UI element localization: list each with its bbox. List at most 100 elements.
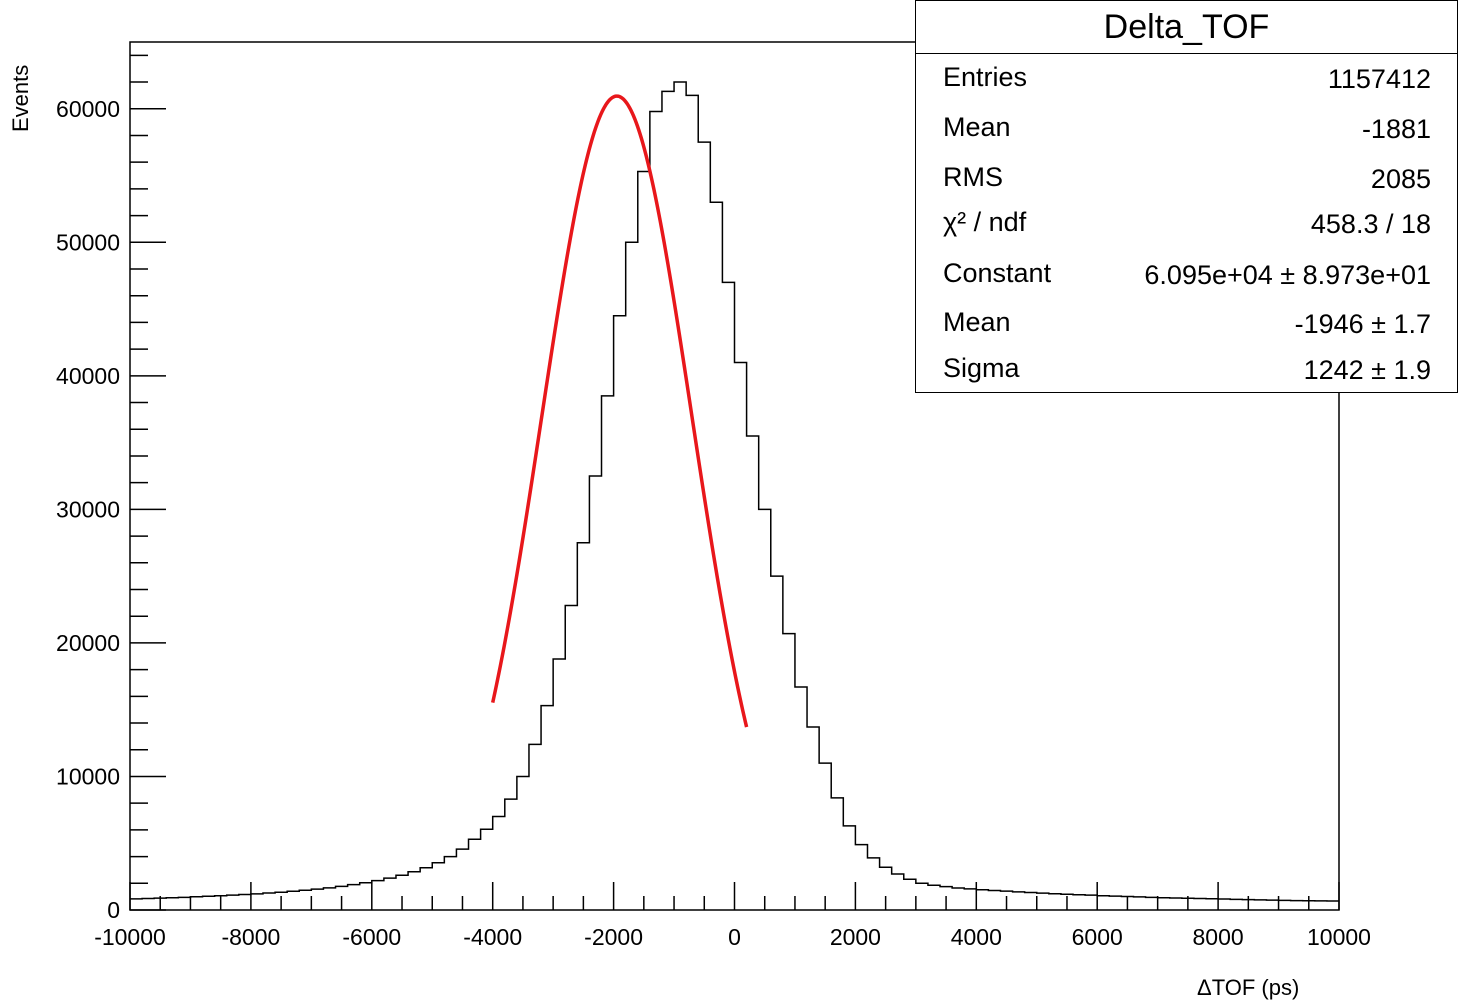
histogram-bin: [541, 706, 553, 910]
histogram-bin: [916, 883, 928, 910]
histogram-bin: [130, 899, 142, 910]
x-tick-label: -10000: [94, 924, 166, 950]
stats-row-fit-mean: Mean -1946 ± 1.7: [916, 299, 1457, 345]
histogram-bin: [602, 396, 614, 910]
histogram-bin: [553, 659, 565, 910]
histogram-bin: [1037, 893, 1049, 910]
histogram-bin: [589, 476, 601, 910]
histogram-bin: [1061, 894, 1073, 910]
histogram-bin: [940, 887, 952, 910]
histogram-bin: [529, 744, 541, 910]
x-tick-label: -2000: [584, 924, 643, 950]
histogram-bin: [614, 316, 626, 910]
histogram-bin: [1109, 896, 1121, 910]
histogram-bin: [843, 826, 855, 910]
histogram-bin: [1049, 894, 1061, 910]
stats-row-constant: Constant 6.095e+04 ± 8.973e+01: [916, 250, 1457, 296]
histogram-bin: [674, 82, 686, 910]
stats-value: 6.095e+04 ± 8.973e+01: [1144, 260, 1431, 290]
histogram-bin: [892, 874, 904, 910]
histogram-bin: [867, 858, 879, 910]
x-axis-title: ΔTOF (ps): [1197, 975, 1300, 1000]
stats-value: 1242 ± 1.9: [1303, 355, 1431, 385]
histogram-bin: [323, 888, 335, 910]
histogram-bin: [565, 606, 577, 910]
histogram-bin: [1170, 898, 1182, 910]
histogram-bin: [420, 868, 432, 910]
histogram-bin: [493, 817, 505, 910]
histogram-bin: [819, 763, 831, 910]
histogram-bin: [251, 894, 263, 910]
histogram-bin: [227, 895, 239, 910]
histogram-bin: [1194, 899, 1206, 910]
histogram-bin: [215, 896, 227, 910]
histogram-bin: [275, 892, 287, 910]
histogram-bin: [154, 898, 166, 910]
histogram-bin: [408, 872, 420, 910]
stats-row-chi2: χ² / ndf 458.3 / 18: [916, 199, 1457, 245]
stats-row-entries: Entries 1157412: [916, 54, 1457, 100]
histogram-bin: [1218, 899, 1230, 910]
y-tick-label: 10000: [56, 763, 120, 789]
histogram-bin: [1303, 901, 1315, 910]
histogram-bin: [759, 509, 771, 910]
histogram-bin: [336, 886, 348, 910]
histogram-bin: [311, 889, 323, 910]
histogram-bin: [650, 111, 662, 910]
x-tick-label: 6000: [1072, 924, 1123, 950]
histogram-bin: [481, 829, 493, 910]
histogram-outline: [130, 81, 1339, 902]
histogram-bin: [456, 849, 468, 910]
histogram-bin: [178, 897, 190, 910]
histogram-bin: [1291, 901, 1303, 910]
y-tick-label: 20000: [56, 630, 120, 656]
histogram-bin: [444, 857, 456, 910]
histogram-bin: [1085, 895, 1097, 910]
histogram-bin: [1242, 900, 1254, 910]
histogram-bin: [1230, 899, 1242, 910]
histogram-bin: [1279, 900, 1291, 910]
histogram-bin: [1158, 898, 1170, 910]
stats-label: Constant: [943, 258, 1052, 288]
histogram-bin: [638, 172, 650, 910]
histogram-bin: [1266, 900, 1278, 910]
histogram-bin: [396, 875, 408, 910]
histogram-bin: [577, 543, 589, 910]
histogram-bin: [239, 895, 251, 910]
histogram-bin: [928, 885, 940, 910]
x-axis-ticks: -10000 -8000 -6000 -4000 -2000 0 2000 4000 6000 8…: [94, 882, 1371, 950]
histogram-bin: [1327, 901, 1339, 910]
histogram-bin: [1315, 901, 1327, 910]
stats-value: -1881: [1361, 114, 1431, 144]
histogram-bin: [505, 799, 517, 910]
stats-label: Mean: [943, 307, 1011, 337]
x-tick-label: -6000: [342, 924, 401, 950]
histogram-bin: [626, 242, 638, 910]
histogram-bin: [964, 889, 976, 910]
histogram-bin: [469, 839, 481, 910]
histogram-bin: [1254, 900, 1266, 910]
y-tick-label: 30000: [56, 496, 120, 522]
histogram-bin: [976, 890, 988, 910]
stats-label: Sigma: [943, 353, 1020, 383]
histogram-bin: [1013, 892, 1025, 910]
stats-label: Entries: [943, 62, 1028, 92]
x-tick-label: -8000: [221, 924, 280, 950]
histogram-bin: [735, 362, 747, 910]
stats-label: RMS: [943, 162, 1003, 192]
histogram-bin: [348, 885, 360, 910]
histogram-bin: [952, 888, 964, 910]
histogram-bin: [771, 576, 783, 910]
histogram-bin: [904, 879, 916, 910]
histogram-bin: [831, 798, 843, 910]
histogram-bin: [142, 899, 154, 910]
histogram-bin: [1182, 898, 1194, 910]
histogram-bin: [1025, 893, 1037, 910]
stats-value: 2085: [1370, 164, 1431, 194]
y-tick-label: 50000: [56, 229, 120, 255]
histogram-bin: [1146, 897, 1158, 910]
x-tick-label: 0: [728, 924, 741, 950]
x-tick-label: -4000: [463, 924, 522, 950]
histogram-bin: [372, 881, 384, 910]
histogram-bin: [807, 727, 819, 910]
